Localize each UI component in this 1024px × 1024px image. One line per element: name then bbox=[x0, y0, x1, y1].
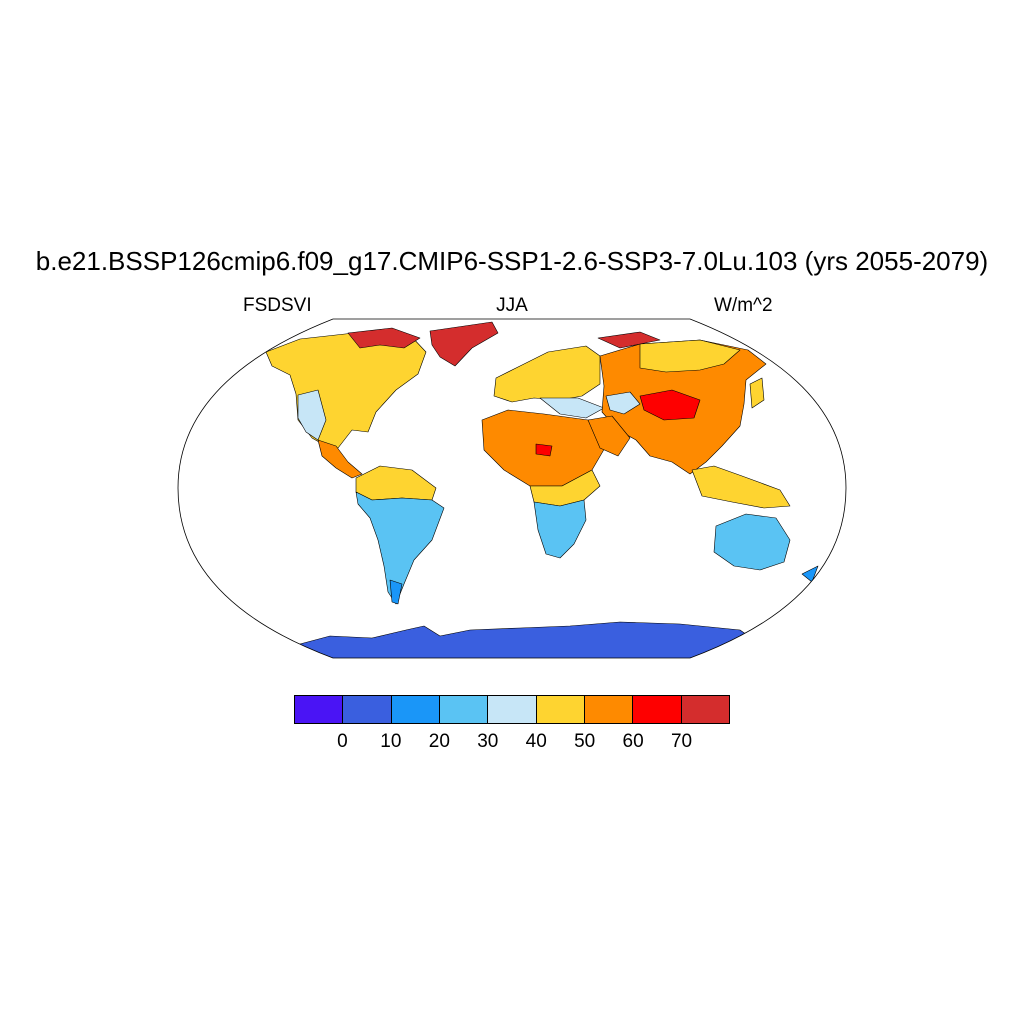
colorbar-tick-label: 70 bbox=[670, 731, 693, 752]
region-sahara-hot bbox=[535, 443, 553, 457]
colorbar-ticks: 0 10 20 30 40 50 60 70 bbox=[0, 731, 1024, 755]
colorbar-tick-label: 10 bbox=[380, 731, 402, 752]
region-siberia-north bbox=[597, 331, 661, 349]
colorbar bbox=[294, 695, 730, 724]
region-canada-arctic bbox=[347, 327, 421, 349]
colorbar-box bbox=[295, 696, 344, 723]
region-south-america bbox=[355, 491, 445, 605]
region-australia bbox=[713, 513, 791, 571]
region-patagonia bbox=[389, 579, 403, 605]
colorbar-tick-label: 20 bbox=[428, 731, 450, 752]
region-southeast-asia bbox=[691, 465, 791, 509]
colorbar-tick-label: 0 bbox=[337, 731, 348, 752]
colorbar-box bbox=[391, 696, 440, 723]
region-europe bbox=[493, 345, 601, 403]
region-tibet bbox=[639, 389, 701, 421]
colorbar-box bbox=[488, 696, 537, 723]
variable-label: FSDSVI bbox=[243, 295, 312, 316]
figure-title: b.e21.BSSP126cmip6.f09_g17.CMIP6-SSP1-2.… bbox=[35, 246, 989, 276]
region-central-asia bbox=[605, 391, 641, 415]
region-south-america-north bbox=[355, 465, 437, 501]
colorbar-box bbox=[343, 696, 392, 723]
colorbar-tick-label: 30 bbox=[477, 731, 499, 752]
region-arabia bbox=[587, 415, 631, 457]
colorbar-box bbox=[681, 696, 729, 723]
colorbar-tick-label: 60 bbox=[622, 731, 644, 752]
region-japan bbox=[749, 377, 765, 409]
region-southern-africa bbox=[533, 499, 587, 559]
colorbar-tick-label: 40 bbox=[525, 731, 547, 752]
season-label: JJA bbox=[496, 295, 528, 316]
colorbar-box bbox=[584, 696, 634, 723]
colorbar-tick-label: 50 bbox=[574, 731, 596, 752]
region-siberia bbox=[639, 339, 741, 373]
region-mediterranean bbox=[539, 397, 605, 419]
colorbar-box bbox=[633, 696, 682, 723]
map-border bbox=[177, 318, 847, 659]
colorbar-box bbox=[536, 696, 585, 723]
units-label: W/m^2 bbox=[714, 295, 773, 316]
region-greenland bbox=[429, 321, 499, 367]
colorbar-box bbox=[439, 696, 489, 723]
region-new-zealand bbox=[801, 565, 819, 583]
region-central-america bbox=[317, 439, 363, 479]
